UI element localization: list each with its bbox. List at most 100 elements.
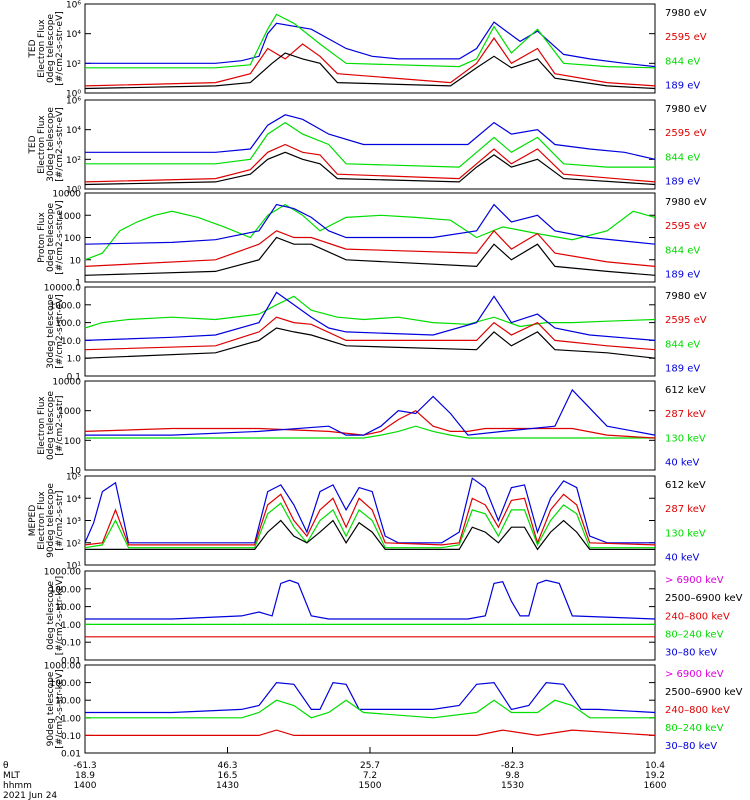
y-tick-label: 10² [66,539,81,549]
y-tick-label: 100.0 [55,319,81,329]
y-tick-label: 0.10 [61,639,81,649]
x-tick-label: 1500 [359,781,382,791]
legend-entry: 2595 eV [665,221,707,232]
x-tick-label: -82.3 [501,761,524,771]
y-axis-label: 90deg telescope [46,483,56,558]
legend-entry: 40 keV [665,458,699,469]
y-tick-label: 10⁵ [66,473,81,483]
y-tick-label: 0.10 [61,732,81,742]
y-axis-label: Electron Flux [37,115,47,174]
series-line-3 [84,502,655,549]
x-row-label: θ [3,761,9,771]
y-tick-label: 10.0 [61,337,81,347]
panel-6: 10¹ 10² 10³ 10⁴ 10⁵ MEPED Electron Flux 90deg t… [28,473,706,572]
legend-entry: 240–800 keV [665,705,730,716]
series-line-1 [84,477,655,544]
x-tick-label: 1530 [501,781,524,791]
legend-entry: 130 keV [665,433,706,444]
panel-3: 1 10 100 1000 10000 Proton Flux 0deg telescope… [37,190,707,289]
series-line-4 [85,519,655,551]
legend-entry: 189 eV [665,364,700,375]
y-axis-label: Electron Flux [37,396,47,455]
y-tick-label: 1000.00 [44,568,81,578]
series-line-1 [85,579,656,620]
y-tick-label: 1000.0 [50,301,82,311]
series-line-2 [84,493,656,546]
series-line-2 [84,409,656,439]
y-tick-label: 10⁴ [66,126,81,136]
series-line-2 [84,291,656,341]
x-tick-label: 16.5 [217,771,237,781]
legend-entry: 80–240 keV [665,723,724,734]
panel-frame [84,570,656,661]
panel-1: 10⁰ 10² 10⁴ 10⁶ TED Electron Flux 0deg telesco… [28,1,707,100]
legend-entry: 844 eV [665,152,700,163]
y-tick-label: 10000 [52,190,81,200]
x-tick-label: 19.2 [645,771,665,781]
y-tick-label: 100 [64,234,81,244]
legend-entry: 7980 eV [665,8,707,19]
panel-frame [84,380,656,471]
y-axis-label: [#/cm2-s-str-keV] [55,669,65,748]
legend-entry: 40 keV [665,553,699,564]
legend-entry: 30–80 keV [665,648,717,659]
series-line-2 [85,699,655,719]
y-tick-label: 1.0 [67,355,82,365]
series-line-1 [84,295,656,329]
y-tick-label: 10² [66,156,81,166]
legend-entry: > 6900 keV [665,575,724,586]
y-tick-label: 10 [70,256,82,266]
x-tick-label: 18.9 [75,771,95,781]
series-line-3 [84,143,656,183]
panel-frame [84,475,656,566]
x-tick-label: 7.2 [363,771,377,781]
legend-entry: > 6900 keV [665,669,724,680]
y-axis-label: [#/cm2-s-str] [55,490,65,550]
y-tick-label: 1000 [58,212,81,222]
series-line-4 [84,236,656,276]
panel-frame [84,3,656,94]
legend-entry: 189 eV [665,177,700,188]
y-tick-label: 10⁴ [66,30,81,40]
series-line-1 [85,425,655,439]
x-axis-labels: θ -61.3 46.3 25.7 -82.3 10.4 MLT 18.9 16.5 7.2 9.8… [3,747,667,800]
y-axis-label: 0deg telescope [46,581,56,651]
y-tick-label: 1.00 [61,714,81,724]
y-tick-label: 10⁰ [66,186,81,196]
legend-entry: 189 eV [665,270,700,281]
y-tick-label: 1000 [58,407,81,417]
legend-entry: 189 eV [665,81,700,92]
panel-5: 10 100 1000 10000 Electron Flux 0deg telescop… [37,378,706,477]
y-tick-label: 10 [70,467,82,477]
y-axis-label: [#/cm2-s-str-eV] [55,200,65,275]
series-line-3 [84,229,656,267]
y-tick-label: 100.00 [50,679,82,689]
x-tick-label: -61.3 [73,761,96,771]
series-line-1 [85,21,656,68]
series-line-3 [84,37,656,87]
y-tick-label: 10⁶ [66,97,81,107]
panel-frame [84,286,656,377]
y-tick-label: 10² [66,60,81,70]
y-axis-label: Electron Flux [37,19,47,78]
legend-entry: 612 keV [665,385,706,396]
x-tick-label: 10.4 [645,761,665,771]
y-axis-label: Electron Flux [37,491,47,550]
x-tick-label: 1400 [74,781,97,791]
x-tick-label: 1600 [644,781,667,791]
y-tick-label: 100 [64,437,81,447]
y-axis-label: 30deg telescope [46,107,56,182]
series-line-1 [84,203,656,261]
y-tick-label: 0.01 [61,750,81,760]
series-line-3 [85,388,656,436]
y-tick-label: 10.00 [55,603,81,613]
legend-entry: 80–240 keV [665,630,724,641]
y-tick-label: 10⁰ [66,90,81,100]
series-line-4 [84,327,656,359]
legend-entry: 7980 eV [665,104,707,115]
y-axis-label: TED [28,135,38,154]
series-line-2 [85,13,656,69]
series-line-3 [85,729,656,737]
legend-entry: 2595 eV [665,128,707,139]
